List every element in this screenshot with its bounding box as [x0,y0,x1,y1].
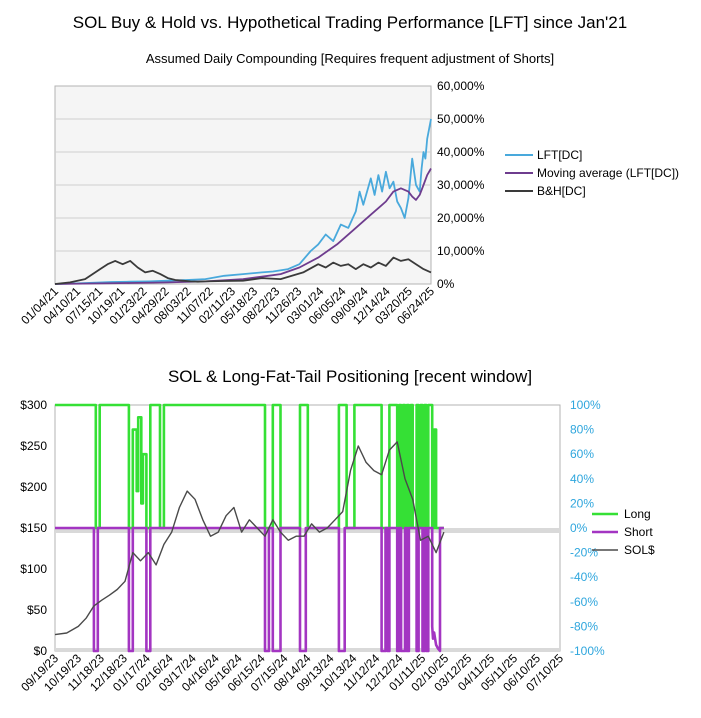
chart2-y-left-tick-label: $0 [34,644,48,658]
chart1-y-tick-label: 20,000% [437,211,485,225]
chart1-subtitle: Assumed Daily Compounding [Requires freq… [146,51,554,66]
chart2-legend-label: Long [624,507,651,521]
chart1-y-tick-label: 60,000% [437,79,485,93]
chart2-y-right-tick-label: -80% [570,619,598,633]
chart2-series-sol [54,441,445,636]
chart2-y-right-tick-label: 20% [570,496,594,510]
chart1-title: SOL Buy & Hold vs. Hypothetical Trading … [73,13,627,32]
chart2-y-right-tick-label: 0% [570,521,588,535]
chart1-legend-label: B&H[DC] [537,184,586,198]
chart2-y-left-tick-label: $100 [20,562,47,576]
chart2-y-left-tick-label: $250 [20,439,47,453]
chart2-y-axis-right: -100% -80% -60% -40% -20% 0% 20% 40% 60% 80% 100% [570,398,605,658]
chart2-series-short [55,526,444,653]
chart2-y-axis-left: $0 $50 $100 $150 $200 $250 $300 [20,398,47,658]
chart2-series-lines [54,403,445,653]
chart1-y-tick-label: 30,000% [437,178,485,192]
chart1-legend-label: Moving average (LFT[DC]) [537,166,679,180]
chart2-x-axis: 09/19/2310/19/2311/18/2312/18/2301/17/24… [18,651,566,694]
chart1-legend-label: LFT[DC] [537,148,582,162]
chart2-y-right-tick-label: -100% [570,644,605,658]
chart-positioning: SOL & Long-Fat-Tail Positioning [recent … [18,367,655,694]
chart2-y-left-tick-label: $300 [20,398,47,412]
chart2-y-left-tick-label: $200 [20,480,47,494]
chart2-y-left-tick-label: $50 [27,603,47,617]
chart2-y-right-tick-label: 80% [570,423,594,437]
chart2-y-right-tick-label: -40% [570,570,598,584]
chart2-legend-label: SOL$ [624,543,655,557]
chart1-y-tick-label: 10,000% [437,244,485,258]
chart2-y-right-tick-label: -60% [570,595,598,609]
chart1-y-tick-label: 0% [437,277,455,291]
chart2-legend: Long Short SOL$ [592,507,655,557]
chart2-bottom-band [55,648,560,651]
chart1-y-axis: 0% 10,000% 20,000% 30,000% 40,000% 50,000% 60,… [437,79,485,291]
chart1-series-lines [54,118,432,285]
chart-performance: SOL Buy & Hold vs. Hypothetical Trading … [18,13,679,327]
chart2-title: SOL & Long-Fat-Tail Positioning [recent … [168,367,532,386]
chart2-y-right-tick-label: 40% [570,472,594,486]
chart2-legend-label: Short [624,525,653,539]
chart2-y-right-tick-label: 100% [570,398,601,412]
chart1-series-b-h-dc [54,256,432,285]
chart1-legend: LFT[DC] Moving average (LFT[DC]) B&H[DC] [505,148,679,198]
chart1-y-tick-label: 50,000% [437,112,485,126]
chart2-y-right-tick-label: 60% [570,447,594,461]
chart1-y-tick-label: 40,000% [437,145,485,159]
chart2-series-long [55,403,444,530]
chart2-y-right-tick-label: -20% [570,546,598,560]
chart2-y-left-tick-label: $150 [20,521,47,535]
chart1-x-axis: 01/04/2104/10/2107/15/2110/19/2101/23/22… [18,284,437,327]
chart1-series-lft-dc [54,118,432,285]
